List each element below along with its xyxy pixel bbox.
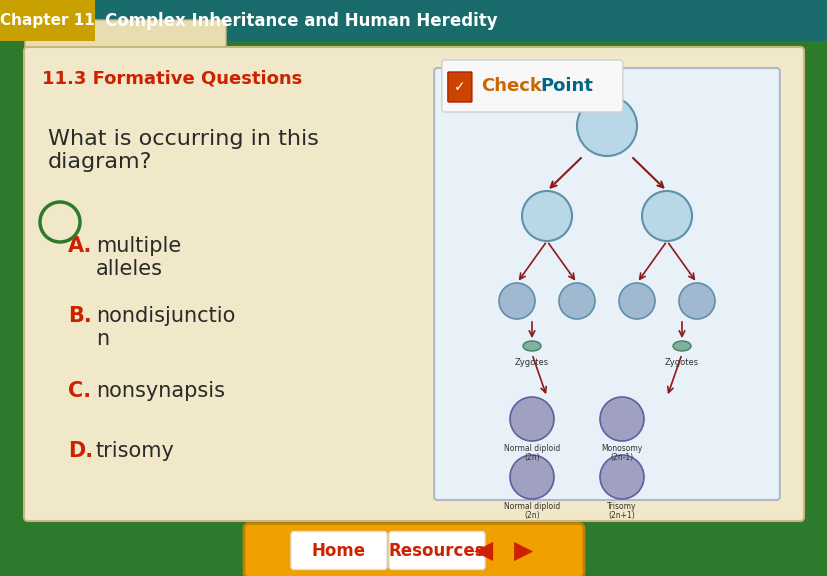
Circle shape (499, 283, 534, 319)
Circle shape (521, 191, 571, 241)
Circle shape (509, 397, 553, 441)
FancyBboxPatch shape (0, 525, 827, 576)
Text: Zygotes: Zygotes (514, 358, 548, 367)
Circle shape (678, 283, 715, 319)
Circle shape (576, 96, 636, 156)
Text: trisomy: trisomy (96, 441, 174, 461)
Text: Complex Inheritance and Human Heredity: Complex Inheritance and Human Heredity (105, 12, 497, 29)
Text: (2n): (2n) (523, 453, 539, 462)
Text: Zygotes: Zygotes (664, 358, 698, 367)
Text: C.: C. (68, 381, 91, 401)
Text: Normal diploid: Normal diploid (504, 502, 559, 511)
FancyBboxPatch shape (244, 524, 583, 576)
FancyBboxPatch shape (25, 20, 226, 54)
Text: Trisomy: Trisomy (606, 502, 636, 511)
Text: (2n): (2n) (523, 511, 539, 520)
Ellipse shape (523, 341, 540, 351)
Text: Check: Check (480, 77, 541, 95)
FancyBboxPatch shape (447, 72, 471, 102)
FancyBboxPatch shape (290, 532, 386, 570)
FancyBboxPatch shape (389, 532, 485, 570)
FancyBboxPatch shape (442, 60, 622, 112)
Text: What is occurring in this
diagram?: What is occurring in this diagram? (48, 129, 318, 172)
FancyBboxPatch shape (0, 0, 827, 41)
Text: Chapter 11: Chapter 11 (0, 13, 95, 28)
Text: Normal diploid: Normal diploid (504, 444, 559, 453)
Text: 11.3 Formative Questions: 11.3 Formative Questions (42, 69, 302, 87)
Circle shape (558, 283, 595, 319)
Text: multiple
alleles: multiple alleles (96, 236, 181, 279)
Text: A.: A. (68, 236, 93, 256)
FancyBboxPatch shape (433, 68, 779, 500)
Circle shape (600, 397, 643, 441)
FancyBboxPatch shape (24, 47, 803, 521)
Text: ✓: ✓ (453, 80, 465, 94)
Text: (2n+1): (2n+1) (608, 511, 634, 520)
Circle shape (600, 455, 643, 499)
Circle shape (509, 455, 553, 499)
Text: nondisjunctio
n: nondisjunctio n (96, 306, 235, 349)
Text: Monosomy: Monosomy (600, 444, 642, 453)
Text: nonsynapsis: nonsynapsis (96, 381, 225, 401)
Text: Home: Home (312, 541, 366, 559)
Text: Point: Point (539, 77, 592, 95)
Text: B.: B. (68, 306, 92, 326)
Ellipse shape (672, 341, 691, 351)
Text: ▶: ▶ (514, 539, 533, 563)
FancyBboxPatch shape (0, 0, 95, 41)
Circle shape (619, 283, 654, 319)
Circle shape (641, 191, 691, 241)
Text: ◀: ◀ (474, 539, 493, 563)
Text: Resources: Resources (388, 541, 485, 559)
Text: D.: D. (68, 441, 93, 461)
Text: (2n-1): (2n-1) (609, 453, 633, 462)
